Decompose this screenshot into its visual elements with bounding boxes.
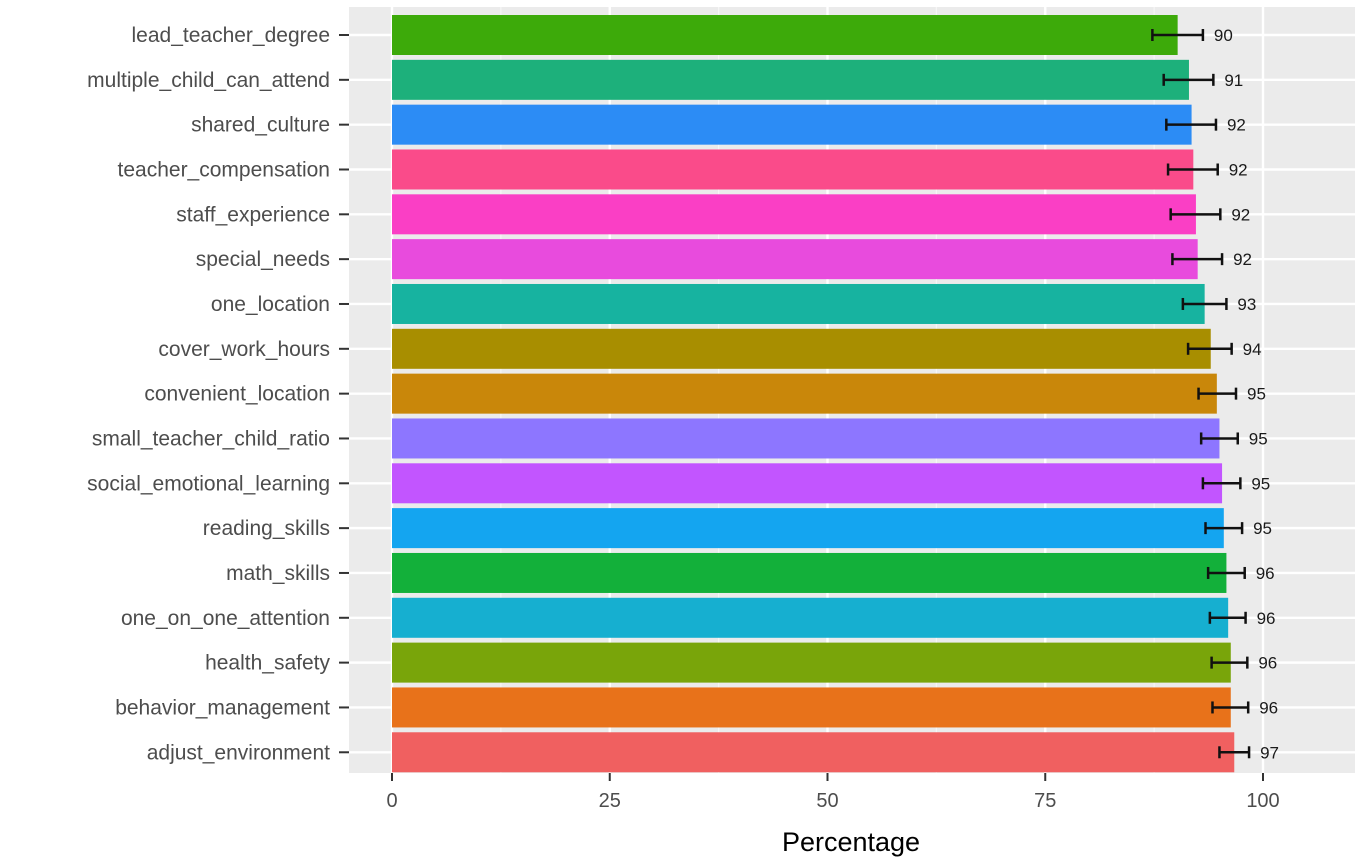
bars	[392, 15, 1235, 773]
error-bar	[1206, 566, 1246, 579]
category-label: shared_culture	[191, 114, 330, 137]
bar-health-safety	[392, 642, 1231, 683]
category-label: small_teacher_child_ratio	[92, 427, 330, 450]
bar-staff-experience	[392, 194, 1196, 235]
bar-reading-skills	[392, 508, 1224, 549]
category-label: health_safety	[205, 652, 330, 675]
value-label: 96	[1256, 564, 1275, 583]
error-bar	[1169, 208, 1222, 221]
error-bar	[1166, 163, 1219, 176]
error-bar	[1210, 656, 1249, 669]
value-label: 92	[1229, 160, 1248, 179]
category-label: lead_teacher_degree	[132, 24, 331, 47]
bar-one-location	[392, 283, 1205, 324]
category-label: multiple_child_can_attend	[87, 69, 330, 92]
bar-cover-work-hours	[392, 328, 1211, 369]
bar-small-teacher-child-ratio	[392, 418, 1220, 459]
category-label: adjust_environment	[147, 741, 330, 764]
bar-lead-teacher-degree	[392, 15, 1178, 55]
value-label: 92	[1233, 250, 1252, 269]
x-axis: 0 25 50 75 100	[386, 773, 1280, 812]
bar-teacher-compensation	[392, 149, 1194, 190]
y-axis: lead_teacher_degree multiple_child_can_at…	[87, 24, 349, 764]
value-label: 92	[1231, 205, 1250, 224]
error-bar	[1204, 522, 1244, 535]
x-tick-label: 100	[1246, 790, 1279, 812]
bar-behavior-management	[392, 687, 1231, 728]
x-axis-title: Percentage	[782, 827, 920, 857]
category-label: convenient_location	[144, 383, 330, 406]
category-label: teacher_compensation	[118, 158, 330, 181]
error-bar	[1181, 297, 1228, 310]
value-label: 95	[1251, 474, 1270, 493]
value-labels: 90 91 92 92 92 92 93 94 95 95 95 95 96 96 96 96 97	[1214, 26, 1279, 762]
value-label: 94	[1243, 340, 1262, 359]
category-label: one_location	[211, 293, 330, 316]
value-label: 95	[1247, 385, 1266, 404]
error-bar	[1162, 73, 1215, 86]
value-label: 91	[1224, 71, 1243, 90]
error-bar	[1201, 477, 1242, 490]
value-label: 95	[1249, 429, 1268, 448]
error-bar	[1211, 701, 1250, 714]
bar-convenient-location	[392, 373, 1217, 414]
bar-adjust-environment	[392, 732, 1235, 773]
bar-social-emotional-learning	[392, 463, 1223, 504]
bar-one-on-one-attention	[392, 597, 1229, 638]
bar-special-needs	[392, 239, 1198, 280]
category-label: behavior_management	[115, 696, 330, 719]
value-label: 90	[1214, 26, 1233, 45]
category-label: reading_skills	[203, 517, 330, 540]
x-tick-label: 0	[386, 790, 397, 812]
category-label: staff_experience	[176, 203, 330, 226]
error-bars	[1151, 29, 1251, 759]
x-tick-label: 75	[1034, 790, 1056, 812]
bar-multiple-child-can-attend	[392, 59, 1189, 100]
value-label: 97	[1260, 743, 1279, 762]
value-label: 93	[1237, 295, 1256, 314]
error-bar	[1218, 746, 1251, 759]
category-label: cover_work_hours	[158, 338, 330, 361]
category-label: math_skills	[226, 562, 330, 585]
category-label: special_needs	[196, 248, 330, 271]
value-label: 96	[1257, 609, 1276, 628]
error-bar	[1186, 342, 1233, 355]
error-bar	[1197, 387, 1238, 400]
error-bar	[1165, 118, 1218, 131]
x-tick-label: 50	[816, 790, 838, 812]
error-bar	[1199, 432, 1239, 445]
x-tick-label: 25	[599, 790, 621, 812]
error-bar	[1171, 253, 1224, 266]
bar-math-skills	[392, 552, 1227, 593]
value-label: 96	[1259, 698, 1278, 717]
category-label: social_emotional_learning	[87, 472, 330, 495]
error-bar	[1208, 611, 1247, 624]
value-label: 92	[1227, 116, 1246, 135]
value-label: 95	[1253, 519, 1272, 538]
value-label: 96	[1258, 654, 1277, 673]
error-bar	[1151, 29, 1205, 41]
category-label: one_on_one_attention	[121, 607, 330, 630]
bar-shared-culture	[392, 104, 1192, 145]
